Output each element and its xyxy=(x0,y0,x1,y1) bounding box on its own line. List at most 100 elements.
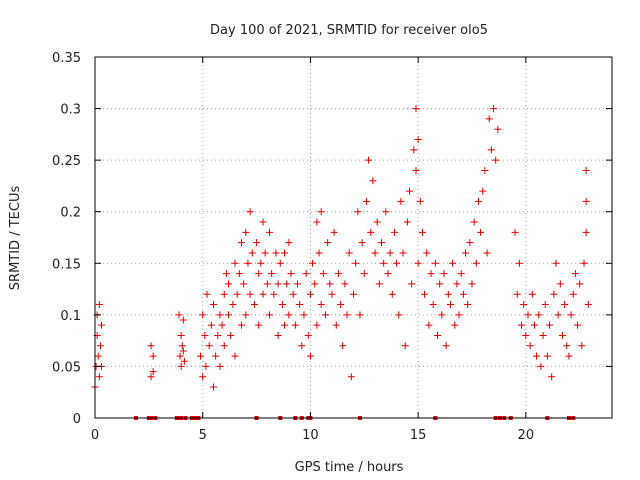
data-point xyxy=(446,301,454,309)
data-point xyxy=(399,249,407,257)
data-point xyxy=(268,270,276,278)
data-point xyxy=(390,228,398,236)
data-point xyxy=(438,311,446,319)
data-point xyxy=(453,280,461,288)
data-point xyxy=(177,362,185,370)
data-point xyxy=(225,311,233,319)
data-point xyxy=(462,249,470,257)
x-tick-label: 5 xyxy=(199,428,207,443)
x-tick-label: 15 xyxy=(410,428,427,443)
data-point xyxy=(403,218,411,226)
data-point xyxy=(528,290,536,298)
data-point xyxy=(201,331,209,339)
y-tick-label: 0.2 xyxy=(60,206,81,221)
data-point xyxy=(352,259,360,267)
data-point xyxy=(427,270,435,278)
data-point xyxy=(244,259,252,267)
data-point xyxy=(341,280,349,288)
data-point xyxy=(354,208,362,216)
y-axis-label: SRMTID / TECUs xyxy=(8,186,23,291)
data-point xyxy=(231,259,239,267)
data-point xyxy=(175,311,183,319)
data-point xyxy=(199,373,207,381)
data-point xyxy=(220,342,228,350)
data-point xyxy=(285,239,293,247)
data-point xyxy=(225,280,233,288)
y-tick-label: 0.05 xyxy=(52,360,81,375)
data-point xyxy=(229,301,237,309)
data-point xyxy=(474,197,482,205)
data-point xyxy=(317,301,325,309)
data-point xyxy=(326,280,334,288)
data-point xyxy=(283,280,291,288)
data-point xyxy=(431,259,439,267)
data-point xyxy=(386,249,394,257)
data-point xyxy=(455,311,463,319)
data-point xyxy=(567,311,575,319)
data-point xyxy=(552,259,560,267)
data-point xyxy=(365,156,373,164)
data-point xyxy=(580,259,588,267)
data-point xyxy=(457,270,465,278)
data-point xyxy=(220,290,228,298)
data-point xyxy=(255,270,263,278)
data-point xyxy=(281,249,289,257)
data-point xyxy=(380,259,388,267)
data-point xyxy=(306,290,314,298)
data-point xyxy=(214,331,222,339)
data-point xyxy=(242,228,250,236)
data-point xyxy=(345,249,353,257)
data-point xyxy=(263,280,271,288)
data-point xyxy=(416,197,424,205)
data-point xyxy=(197,352,205,360)
data-point xyxy=(375,280,383,288)
data-point xyxy=(309,259,317,267)
data-point xyxy=(479,187,487,195)
data-point xyxy=(472,259,480,267)
data-point xyxy=(410,146,418,154)
data-point xyxy=(524,311,532,319)
data-point xyxy=(202,362,210,370)
data-point xyxy=(296,301,304,309)
data-point xyxy=(526,342,534,350)
data-point xyxy=(522,331,530,339)
data-point xyxy=(179,347,187,355)
data-point xyxy=(578,342,586,350)
x-tick-label: 10 xyxy=(302,428,319,443)
data-point xyxy=(356,311,364,319)
data-point xyxy=(373,218,381,226)
data-point xyxy=(546,321,554,329)
data-point xyxy=(382,208,390,216)
data-point xyxy=(543,352,551,360)
data-point xyxy=(298,342,306,350)
data-point xyxy=(231,352,239,360)
data-point xyxy=(248,249,256,257)
data-point xyxy=(95,373,103,381)
data-point xyxy=(276,259,284,267)
data-point xyxy=(209,301,217,309)
data-point xyxy=(259,218,267,226)
data-point xyxy=(358,239,366,247)
data-point xyxy=(574,321,582,329)
data-point xyxy=(582,197,590,205)
data-point xyxy=(548,373,556,381)
data-point xyxy=(317,208,325,216)
data-point xyxy=(494,125,502,133)
data-point xyxy=(207,321,215,329)
data-point xyxy=(406,187,414,195)
y-tick-label: 0 xyxy=(73,412,81,427)
data-point xyxy=(149,368,157,376)
data-points xyxy=(91,105,592,420)
data-point xyxy=(401,342,409,350)
data-point xyxy=(414,259,422,267)
data-point xyxy=(285,311,293,319)
data-point xyxy=(362,197,370,205)
data-point xyxy=(530,321,538,329)
data-point xyxy=(513,290,521,298)
data-point xyxy=(328,290,336,298)
plot-area-frame xyxy=(94,56,613,419)
data-point xyxy=(306,352,314,360)
data-point xyxy=(518,321,526,329)
data-point xyxy=(412,166,420,174)
data-point xyxy=(180,357,188,365)
